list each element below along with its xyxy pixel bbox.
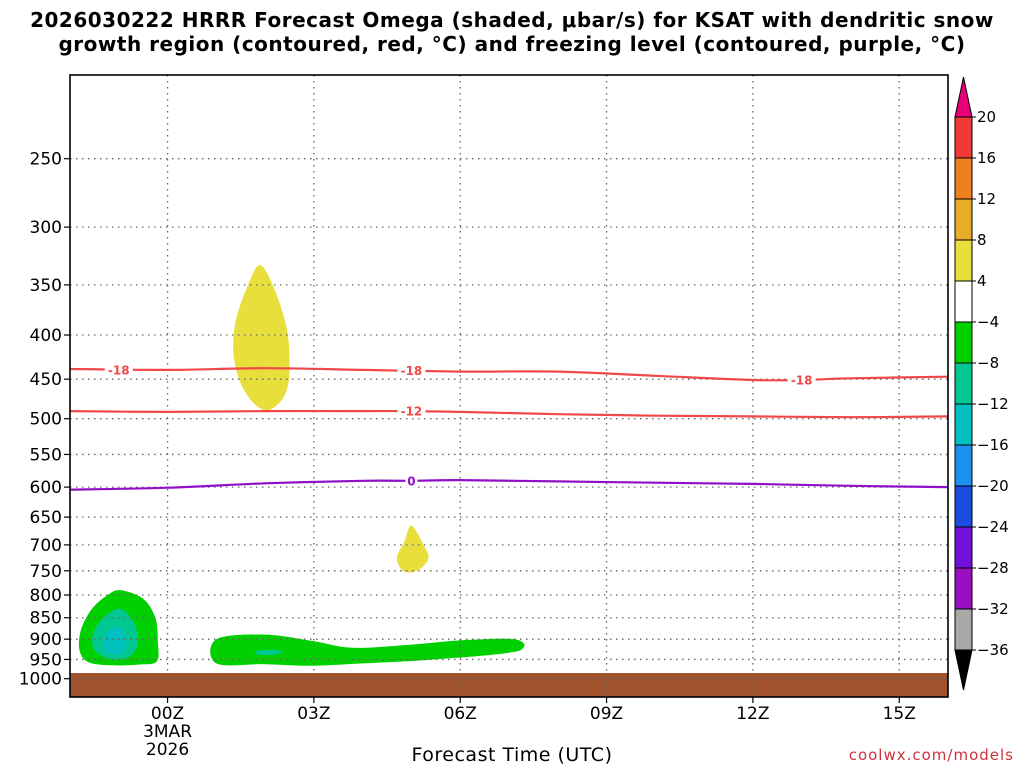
colorbar-segment-8	[954, 444, 973, 487]
colorbar-segment-6	[954, 362, 973, 405]
colorbar-label-8: −16	[977, 436, 1009, 454]
colorbar-label-9: −20	[977, 477, 1009, 495]
x-tick-label-12Z: 12Z	[736, 704, 769, 724]
colorbar-label-12: −32	[977, 600, 1009, 618]
omega-region-4	[102, 626, 127, 655]
colorbar-label-4: 4	[977, 272, 987, 290]
colorbar-segment-2	[954, 198, 973, 241]
colorbar-segment-0	[954, 116, 973, 159]
grid-layer	[70, 75, 948, 697]
contour-label-1-0: -12	[401, 405, 423, 419]
x-tick-label-06Z: 06Z	[444, 704, 477, 724]
colorbar-label-3: 8	[977, 231, 987, 249]
contour-label-0-1: -18	[401, 364, 423, 378]
colorbar-label-11: −28	[977, 559, 1009, 577]
contour-label-0-2: -18	[791, 374, 813, 388]
x-tick-label-15Z: 15Z	[883, 704, 916, 724]
colorbar-segment-5	[954, 321, 973, 364]
plot-frame-layer	[69, 74, 949, 698]
contour-line-2	[70, 478, 948, 491]
colorbar-label-2: 12	[977, 190, 996, 208]
contour-label-bg-0-1	[397, 363, 426, 378]
y-tick-label-500: 500	[30, 410, 62, 430]
contour-label-bg-0-2	[787, 373, 816, 388]
chart-title-line-1: 2026030222 HRRR Forecast Omega (shaded, …	[30, 8, 994, 32]
colorbar-label-6: −8	[977, 354, 999, 372]
omega-region-6	[254, 649, 283, 656]
colorbar-label-10: −24	[977, 518, 1009, 536]
x-tick-label-09Z: 09Z	[590, 704, 623, 724]
colorbar-segment-9	[954, 485, 973, 528]
y-tick-label-350: 350	[30, 276, 62, 296]
omega-region-5	[210, 634, 525, 666]
colorbar-segment-3	[954, 239, 973, 282]
ground-surface	[70, 673, 948, 697]
contour-label-bg-0-0	[104, 362, 133, 377]
x-tick-label-00Z: 00Z	[151, 704, 184, 724]
plot-fill-layer	[70, 265, 948, 697]
colorbar-label-7: −12	[977, 395, 1009, 413]
y-tick-label-850: 850	[30, 609, 62, 629]
y-tick-label-300: 300	[30, 218, 62, 238]
y-tick-label-1000: 1000	[19, 670, 62, 690]
colorbar: 20 16 12 8 4 −4 −8 −12 −16 −20 −24 −28 −32 −36	[954, 76, 1009, 691]
omega-region-0	[233, 265, 290, 411]
x-axis-label: Forecast Time (UTC)	[411, 744, 613, 766]
plot-frame	[69, 74, 949, 698]
x-tick-date-month: 3MAR	[143, 722, 192, 742]
colorbar-label-5: −4	[977, 313, 999, 331]
contour-label-bg-2-0	[405, 473, 418, 488]
y-tick-label-750: 750	[30, 562, 62, 582]
colorbar-segment-10	[954, 526, 973, 569]
contour-line-1	[70, 409, 948, 419]
x-tick-date-year: 2026	[146, 740, 189, 760]
colorbar-label-1: 16	[977, 149, 996, 167]
y-tick-label-250: 250	[30, 150, 62, 170]
colorbar-segment-4	[954, 280, 973, 323]
y-tick-label-650: 650	[30, 508, 62, 528]
y-tick-label-550: 550	[30, 445, 62, 465]
contour-label-2-0: 0	[407, 474, 415, 488]
tick-layer: 2503003504004505005506006507007508008509…	[19, 150, 916, 760]
colorbar-segment-11	[954, 567, 973, 610]
colorbar-segment-1	[954, 157, 973, 200]
y-tick-label-600: 600	[30, 478, 62, 498]
colorbar-bottom-arrow	[954, 649, 973, 691]
y-tick-label-900: 900	[30, 630, 62, 650]
chart-title: 2026030222 HRRR Forecast Omega (shaded, …	[0, 8, 1024, 56]
x-tick-label-03Z: 03Z	[297, 704, 330, 724]
colorbar-segment-7	[954, 403, 973, 446]
contour-label-bg-1-0	[397, 404, 426, 419]
y-tick-label-800: 800	[30, 586, 62, 606]
y-tick-label-450: 450	[30, 370, 62, 390]
contour-label-0-0: -18	[108, 363, 130, 377]
colorbar-label-13: −36	[977, 641, 1009, 659]
omega-region-1	[396, 525, 429, 573]
colorbar-label-0: 20	[977, 108, 996, 126]
colorbar-segment-12	[954, 608, 973, 651]
source-credit[interactable]: coolwx.com/models	[848, 746, 1014, 764]
y-tick-label-400: 400	[30, 326, 62, 346]
contour-layer: -18 -18 -18 -12 0	[70, 362, 948, 491]
colorbar-top-arrow	[954, 76, 973, 118]
chart-title-line-2: growth region (contoured, red, °C) and f…	[58, 32, 966, 56]
y-tick-label-950: 950	[30, 650, 62, 670]
y-tick-label-700: 700	[30, 536, 62, 556]
